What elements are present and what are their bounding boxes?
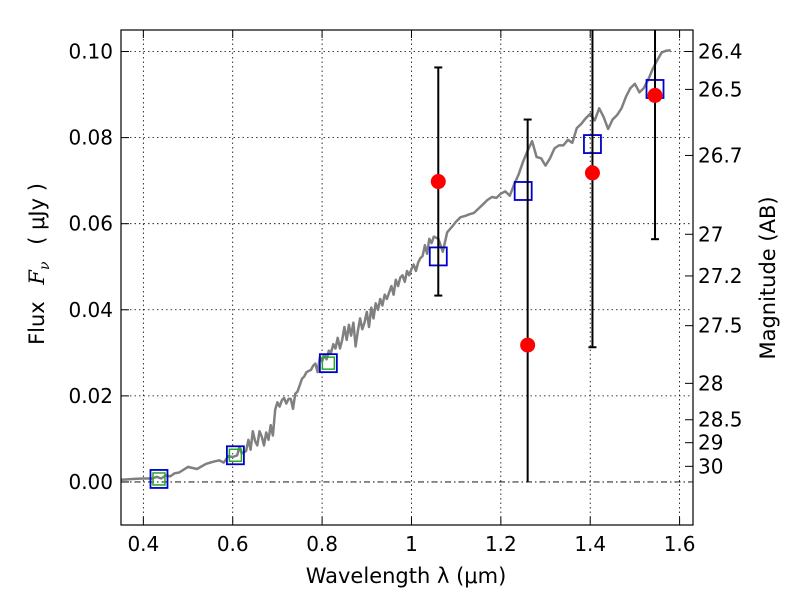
y-tick-label: 0.08	[68, 126, 113, 150]
x-tick-label: 0.8	[306, 532, 338, 556]
y-tick-label: 0.00	[68, 470, 113, 494]
mag-tick-label: 28.5	[698, 408, 743, 432]
y-tick-label: 0.10	[68, 40, 113, 64]
observed-flux-marker	[520, 337, 536, 353]
y-axis-label-unit: ( μJy )	[25, 183, 49, 245]
mag-tick-label: 26.4	[698, 40, 743, 64]
model-photometry-marker	[225, 445, 245, 466]
x-tick-label: 0.4	[127, 532, 159, 556]
y-axis-label-prefix: Flux	[25, 301, 49, 345]
error-bars	[430, 30, 663, 482]
y-tick-label: 0.04	[68, 298, 113, 322]
mag-tick-label: 28	[698, 371, 723, 395]
y2-axis-label: Magnitude (AB)	[756, 196, 780, 359]
mag-tick-label: 26.5	[698, 77, 743, 101]
x-tick-label: 1.4	[574, 532, 606, 556]
ticks: 0.4 0.6 0.8 1 1.2 1.4 1.6 0.00 0.02 0.04 0.06 0.08 0…	[68, 30, 743, 556]
mag-tick-label: 27.2	[698, 264, 743, 288]
observed-flux-marker	[430, 174, 446, 190]
mag-tick-label: 27.5	[698, 314, 743, 338]
observed-flux-marker	[584, 165, 600, 181]
filter-photometry-marker	[321, 356, 336, 370]
mag-tick-label: 30	[698, 454, 723, 478]
model-photometry-marker	[149, 469, 169, 489]
filter-photometry-marker	[152, 472, 166, 486]
x-tick-label: 1.6	[664, 532, 696, 556]
svg-text:Flux Fν ( μJy ): Flux Fν ( μJy )	[25, 183, 54, 345]
y-axis-label-subscript: ν	[37, 261, 53, 270]
x-tick-label: 1	[405, 532, 418, 556]
y-axis-label-symbol: F	[25, 269, 49, 286]
plot-frame	[120, 29, 694, 526]
y-tick-label: 0.06	[68, 212, 113, 236]
model-photometry-marker	[318, 353, 338, 374]
filter-photometry-marker	[228, 448, 243, 463]
y-axis-label: Flux Fν ( μJy )	[25, 183, 54, 345]
x-axis-label: Wavelength λ (μm)	[306, 564, 507, 588]
mag-tick-label: 26.7	[698, 143, 743, 167]
observed-flux-marker	[647, 87, 663, 103]
template-spectrum-line	[121, 48, 671, 482]
y-tick-label: 0.02	[68, 384, 113, 408]
mag-tick-label: 27	[698, 222, 723, 246]
x-tick-label: 0.6	[217, 532, 249, 556]
model-photometry-marker	[513, 181, 533, 201]
grid	[121, 30, 693, 525]
x-tick-label: 1.2	[485, 532, 517, 556]
mag-tick-label: 29	[698, 431, 723, 455]
